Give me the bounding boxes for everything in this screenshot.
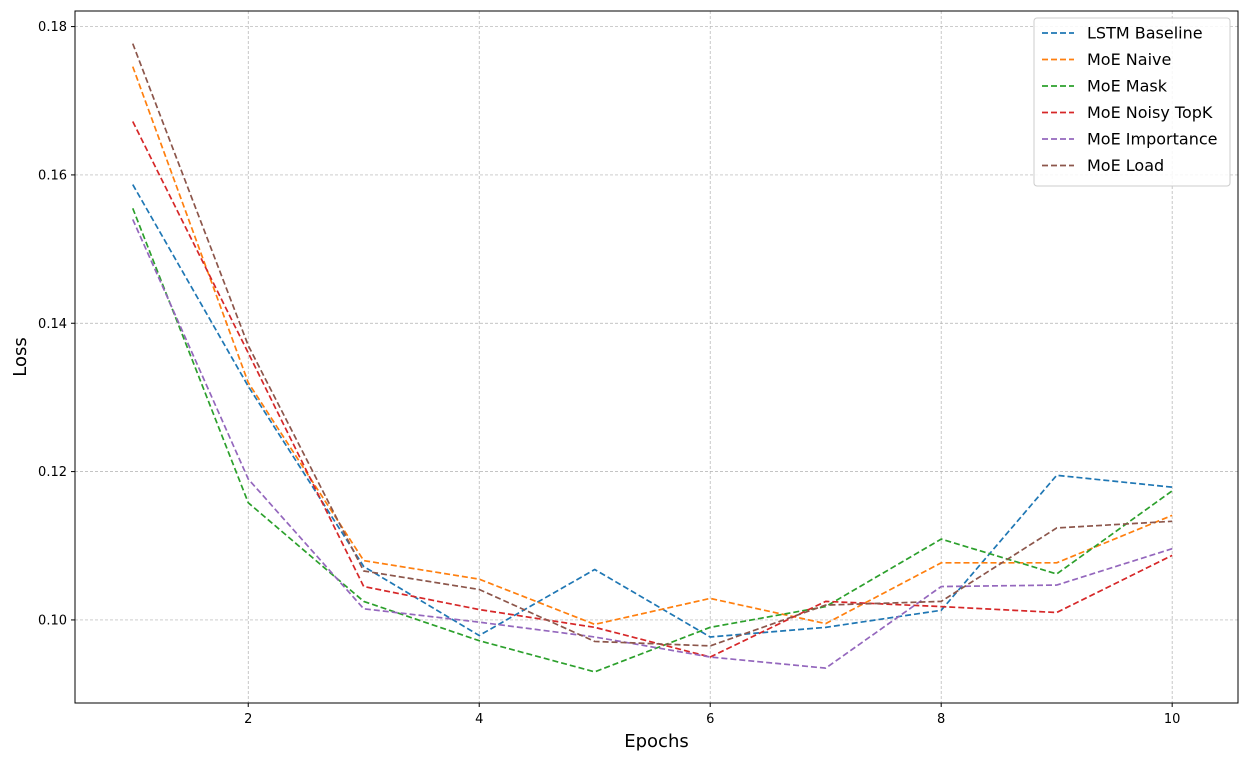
x-axis-label: Epochs — [624, 731, 689, 752]
series-line-moe-load — [131, 43, 1173, 647]
x-tick-label: 2 — [244, 712, 252, 727]
legend-label: MoE Mask — [1087, 77, 1168, 96]
series-line-moe-importance — [131, 219, 1173, 669]
tick-layer: 2 4 6 8 10 0.10 0.12 0.14 0.16 0.18 — [38, 20, 1180, 727]
y-tick-label: 0.14 — [38, 317, 67, 332]
legend-label: MoE Noisy TopK — [1087, 103, 1213, 122]
legend-label: MoE Importance — [1087, 130, 1217, 149]
series-line-moe-naive — [131, 66, 1173, 626]
y-tick-label: 0.12 — [38, 465, 67, 480]
x-tick-label: 8 — [937, 712, 945, 727]
legend-label: LSTM Baseline — [1087, 24, 1203, 43]
series-layer — [131, 43, 1173, 673]
y-tick-label: 0.18 — [38, 20, 67, 35]
x-tick-label: 4 — [475, 712, 483, 727]
plot-frame — [74, 10, 1239, 704]
series-line-lstm-baseline — [132, 184, 1173, 638]
y-tick-label: 0.16 — [38, 168, 67, 183]
legend: LSTM Baseline MoE Naive MoE Mask MoE Noisy … — [1033, 17, 1231, 187]
grid-layer — [75, 11, 1238, 703]
series-line-moe-noisy-topk — [131, 121, 1173, 658]
legend-box — [1033, 17, 1231, 187]
x-tick-label: 10 — [1164, 712, 1181, 727]
y-tick-label: 0.10 — [38, 613, 67, 628]
x-tick-label: 6 — [706, 712, 714, 727]
legend-label: MoE Load — [1087, 156, 1164, 175]
series-line-moe-mask — [131, 207, 1173, 673]
y-axis-label: Loss — [10, 337, 31, 376]
legend-label: MoE Naive — [1087, 50, 1171, 69]
